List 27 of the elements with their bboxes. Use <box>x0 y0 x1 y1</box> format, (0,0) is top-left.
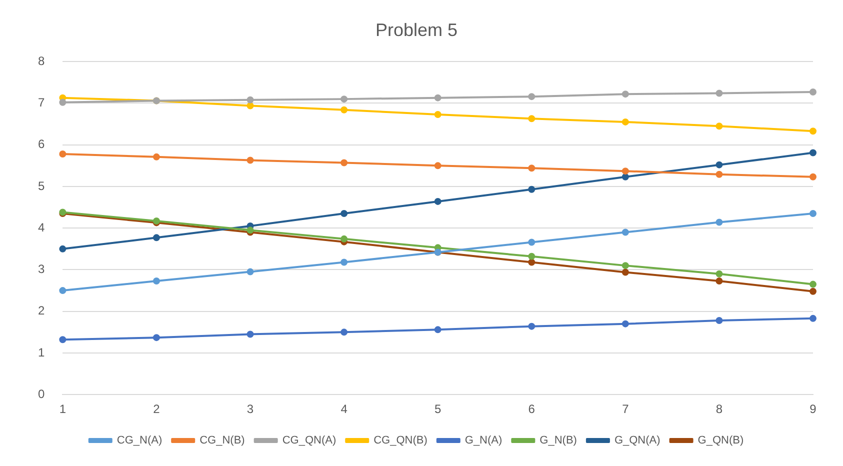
legend-label: G_QN(A) <box>614 434 660 447</box>
y-tick-label: 4 <box>38 220 45 234</box>
chart-title: Problem 5 <box>375 20 458 40</box>
x-tick-label: 4 <box>340 402 348 416</box>
legend-label: G_N(A) <box>464 434 502 447</box>
y-tick-label: 6 <box>38 137 45 152</box>
y-tick-label: 3 <box>38 262 45 276</box>
x-tick-label: 9 <box>810 402 817 416</box>
y-tick-label: 2 <box>38 304 45 318</box>
y-tick-label: 1 <box>38 345 45 360</box>
legend-label: CG_N(B) <box>200 434 245 447</box>
legend-label: G_N(B) <box>540 434 577 447</box>
legend-label: G_QN(B) <box>698 434 744 447</box>
x-tick-label: 8 <box>716 402 723 416</box>
x-tick-label: 5 <box>434 402 442 416</box>
y-tick-label: 7 <box>38 96 45 110</box>
legend-label: CG_N(A) <box>116 434 162 447</box>
y-tick-label: 0 <box>38 386 45 401</box>
x-tick-label: 1 <box>59 402 66 416</box>
y-tick-label: 8 <box>38 54 45 68</box>
legend-label: CG_QN(A) <box>282 434 336 447</box>
y-tick-label: 5 <box>38 178 45 193</box>
x-tick-label: 7 <box>622 402 630 416</box>
x-tick-label: 2 <box>153 402 160 416</box>
legend-label: CG_QN(B) <box>374 434 428 447</box>
x-tick-label: 6 <box>528 402 536 416</box>
x-tick-label: 3 <box>246 402 254 416</box>
